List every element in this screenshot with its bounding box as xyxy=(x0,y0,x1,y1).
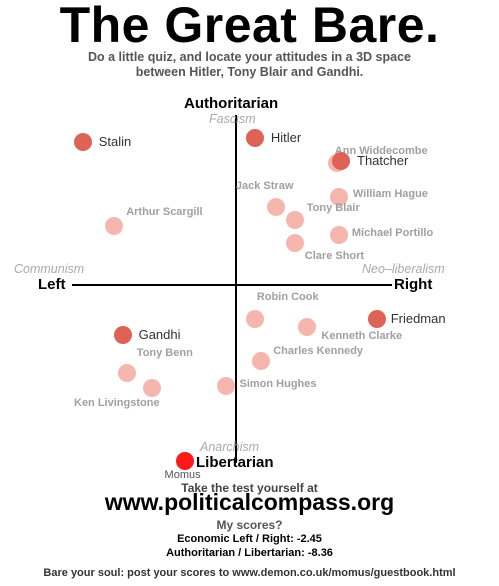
authoritarian-score: Authoritarian / Libertarian: -8.36 xyxy=(166,547,333,559)
guestbook-prompt: Bare your soul: post your scores to www.… xyxy=(43,567,456,579)
person-dot-friedman xyxy=(367,309,386,328)
person-label-william-hague: William Hague xyxy=(352,187,428,200)
person-label-momus: Momus xyxy=(164,468,201,481)
person-label-jack-straw: Jack Straw xyxy=(235,180,294,193)
person-label-gandhi: Gandhi xyxy=(138,327,181,343)
person-dot-robin-cook xyxy=(245,309,264,328)
person-dot-tony-benn xyxy=(117,364,136,383)
person-dot-simon-hughes xyxy=(216,376,235,395)
person-label-ken-livingstone: Ken Livingstone xyxy=(74,396,160,409)
person-dot-arthur-scargill xyxy=(105,217,124,236)
anarchism-label: Anarchism xyxy=(200,440,260,454)
subtitle-line-2: between Hitler, Tony Blair and Gandhi. xyxy=(135,65,364,79)
page-title: The Great Bare. xyxy=(59,0,440,53)
person-label-friedman: Friedman xyxy=(390,310,446,326)
person-dot-tony-blair xyxy=(285,210,304,229)
person-label-clare-short: Clare Short xyxy=(304,250,365,262)
person-label-kenneth-clarke: Kenneth Clarke xyxy=(321,330,403,342)
person-dot-stalin xyxy=(73,133,92,152)
neoliberalism-label: Neo–liberalism xyxy=(362,262,445,276)
person-dot-michael-portillo xyxy=(329,225,348,244)
person-label-tony-blair: Tony Blair xyxy=(306,201,360,214)
person-label-robin-cook: Robin Cook xyxy=(256,290,319,303)
person-dot-clare-short xyxy=(285,234,304,252)
person-dot-charles-kennedy xyxy=(252,351,271,370)
communism-label: Communism xyxy=(14,262,85,276)
libertarian-label: Libertarian xyxy=(196,454,274,471)
economic-score: Economic Left / Right: -2.45 xyxy=(177,533,322,545)
left-label: Left xyxy=(38,276,66,293)
person-dot-hitler xyxy=(245,129,264,147)
person-label-ann-widdecombe: Ann Widdecombe xyxy=(334,145,428,158)
person-label-arthur-scargill: Arthur Scargill xyxy=(126,206,203,219)
person-label-charles-kennedy: Charles Kennedy xyxy=(273,344,364,357)
economic-axis xyxy=(72,284,392,286)
person-label-tony-benn: Tony Benn xyxy=(136,347,193,360)
authoritarian-label: Authoritarian xyxy=(184,95,279,112)
person-dot-william-hague xyxy=(329,187,348,206)
person-label-simon-hughes: Simon Hughes xyxy=(239,377,317,390)
right-label: Right xyxy=(394,276,433,293)
person-dot-gandhi xyxy=(113,326,132,345)
fascism-label: Fascism xyxy=(209,112,256,126)
my-scores-heading: My scores? xyxy=(216,518,283,532)
political-compass-url[interactable]: www.politicalcompass.org xyxy=(104,489,395,515)
person-dot-thatcher xyxy=(332,152,350,171)
subtitle: Do a little quiz, and locate your attitu… xyxy=(0,50,499,80)
person-dot-kenneth-clarke xyxy=(298,318,317,336)
subtitle-line-1: Do a little quiz, and locate your attitu… xyxy=(88,50,411,64)
person-dot-jack-straw xyxy=(266,198,285,217)
person-dot-ken-livingstone xyxy=(143,378,161,397)
person-label-stalin: Stalin xyxy=(98,134,132,150)
person-label-thatcher: Thatcher xyxy=(357,153,409,169)
person-label-michael-portillo: Michael Portillo xyxy=(351,226,434,239)
person-dot-momus xyxy=(175,451,194,470)
social-axis xyxy=(235,115,237,463)
person-label-hitler: Hitler xyxy=(270,130,302,145)
take-test-text: Take the test yourself at xyxy=(181,481,318,495)
